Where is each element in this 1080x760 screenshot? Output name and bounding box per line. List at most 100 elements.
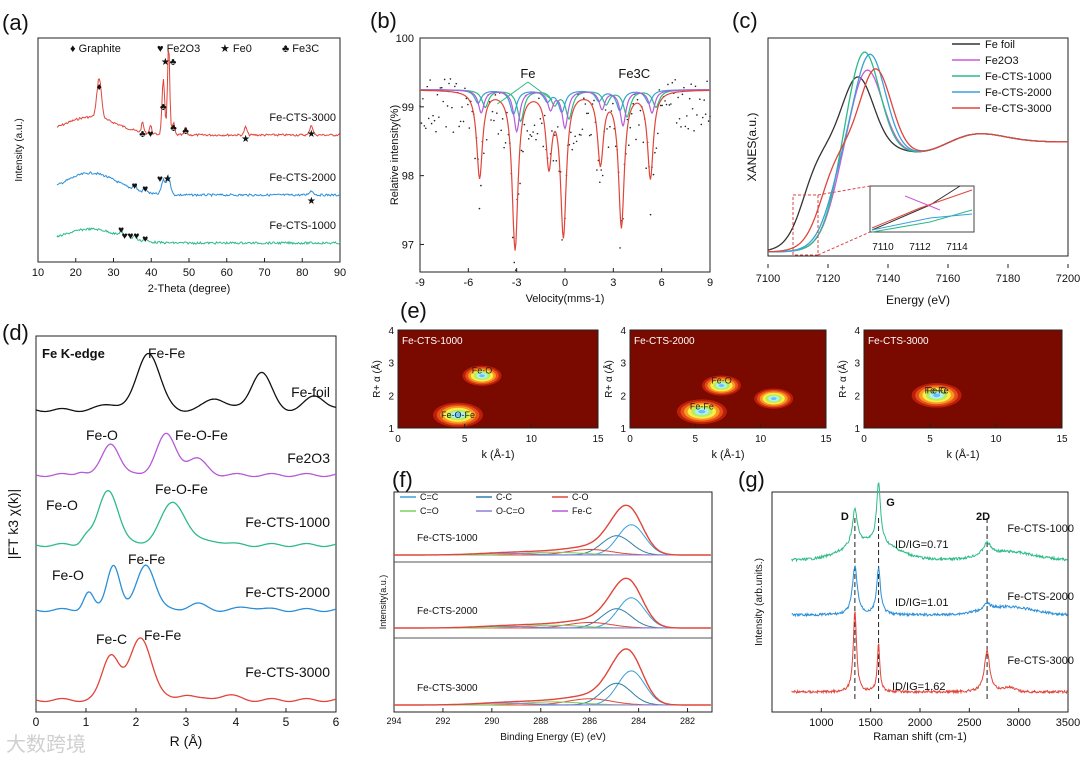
panel-g-series-label: Fe-CTS-1000 [1007,523,1074,535]
panel-b-data-point [635,138,637,141]
panel-b-data-point [677,96,679,99]
panel-a-peak-marker: ♥ [118,225,124,236]
panel-b-data-point [491,110,494,113]
panel-c-frame [767,37,1069,257]
panel-e-y-tick-label: 4 [388,326,394,337]
panel-g-xlabel: Raman shift (cm-1) [873,731,967,743]
panel-g-peak-label: G [886,497,895,509]
panel-b-data-point [593,99,595,102]
panel-b-data-point [587,112,589,115]
panel-g-series-label: Fe-CTS-3000 [1007,655,1074,667]
panel-b-data-point [530,135,533,138]
panel-a-x-tick-label: 70 [258,267,270,279]
panel-b-data-point [639,109,642,112]
panel-b-data-point [709,115,711,118]
panel-e-y-tick-label: 4 [854,326,860,337]
panel-b-data-point [454,85,456,88]
panel-b-data-point [427,117,430,120]
panel-a-peak-marker: ★ [307,129,316,140]
panel-b-data-point [675,122,678,124]
watermark: 大数跨境 [6,732,86,756]
panel-g-x-tick-label: 2000 [908,717,932,729]
panel-a-pattern [56,171,341,198]
panel-e-map-title: Fe-CTS-3000 [868,336,929,347]
panel-b-data-point [532,131,534,133]
panel-b-data-point [706,80,708,83]
panel-b-ylabel: Relative intensity(%) [389,105,401,205]
panel-d-series-label: Fe-CTS-2000 [245,584,330,600]
panel-a-xlabel: 2-Theta (degree) [148,283,231,295]
panel-b-data-point [465,97,468,100]
panel-a-peak-marker: ♥ [132,181,138,192]
panel-e-x-tick-label: 5 [462,434,468,445]
panel-e-map-note: Fe-O-Fe [441,410,475,420]
panel-b-data-point [458,125,460,128]
panel-b-data-point [506,111,508,114]
panel-d-annotation: Fe-O-Fe [155,481,208,497]
panel-b-data-point [575,140,578,143]
panel-b-data-point [684,125,687,128]
panel-f-ylabel: Intensity(a.u.) [378,575,388,630]
panel-b-data-point [686,115,688,117]
panel-a-x-tick-label: 90 [334,267,346,279]
panel-f-legend-label: C=C [420,492,439,502]
panel-b-data-point [500,129,503,132]
panel-b-data-point [629,126,632,129]
panel-b-data-point [601,174,604,177]
panel-b-x-tick-label: -3 [512,277,522,289]
panel-f-envelope [394,504,711,556]
panel-d-series-label: Fe-foil [291,384,330,400]
panel-b-data-point [678,117,681,120]
panel-b-data-point [432,114,434,117]
panel-b-data-point [657,132,659,135]
panel-d-series-label: Fe2O3 [287,450,330,466]
panel-b-data-point [703,99,705,101]
panel-c-inset-tick-label: 7110 [872,242,894,253]
panel-a-pattern [56,50,341,137]
panel-f-x-tick-label: 284 [631,716,646,726]
panel-c-zoom-line [817,185,871,196]
panel-e-y-tick-label: 3 [388,359,394,370]
panel-b-fit-fe [420,89,710,116]
panel-b-data-point [619,247,621,249]
panel-b-data-point [439,87,442,89]
panel-b-data-point [670,103,672,105]
panel-b-data-point [451,106,453,109]
panel-a-peak-marker: ♥★ [157,174,172,185]
panel-b-data-point [691,107,694,110]
panel-e-contour [698,409,706,414]
panel-b-data-point [654,151,656,154]
panel-b-data-point [551,130,553,132]
panel-b-data-point [638,124,640,126]
panel-e-y-tick-label: 3 [854,359,860,370]
panel-a-series-label: Fe-CTS-1000 [269,220,336,232]
panel-a-peak-marker: ♥ [142,234,148,245]
panel-g-peak-label: 2D [976,511,990,523]
panel-e-y-tick-label: 2 [388,391,394,402]
panel-b-data-point [449,78,452,80]
panel-c-x-tick-label: 7100 [756,273,780,285]
panel-f-envelope [394,577,711,629]
panel-a-peak-marker: ★ [307,196,316,207]
panel-b-data-point [459,120,462,123]
panel-g-ylabel: Intensity (arb.units.) [754,558,765,646]
panel-d-x-tick-label: 0 [33,715,40,729]
panel-e-contour [770,397,777,401]
panel-b-data-point [526,130,529,132]
panel-e-y-tick-label: 1 [620,424,626,435]
panel-e-y-tick-label: 2 [620,391,626,402]
panel-b-data-point [443,78,446,81]
panel-f-legend-label: C-O [572,492,589,502]
panel-b-data-point [571,148,574,151]
panel-b-data-point [707,120,710,122]
panel-label-a: (a) [2,10,29,35]
panel-a-legend-item: ★ Fe0 [220,43,252,55]
panel-d-annotation: Fe-O [86,427,118,443]
panel-b-data-point [539,117,542,120]
panel-label-e: (e) [400,298,427,323]
panel-a-peak-marker: ♦ [97,82,102,93]
panel-f-series-label: Fe-CTS-3000 [417,683,478,694]
panel-b-data-point [493,119,495,122]
panel-b-data-point [584,103,587,105]
